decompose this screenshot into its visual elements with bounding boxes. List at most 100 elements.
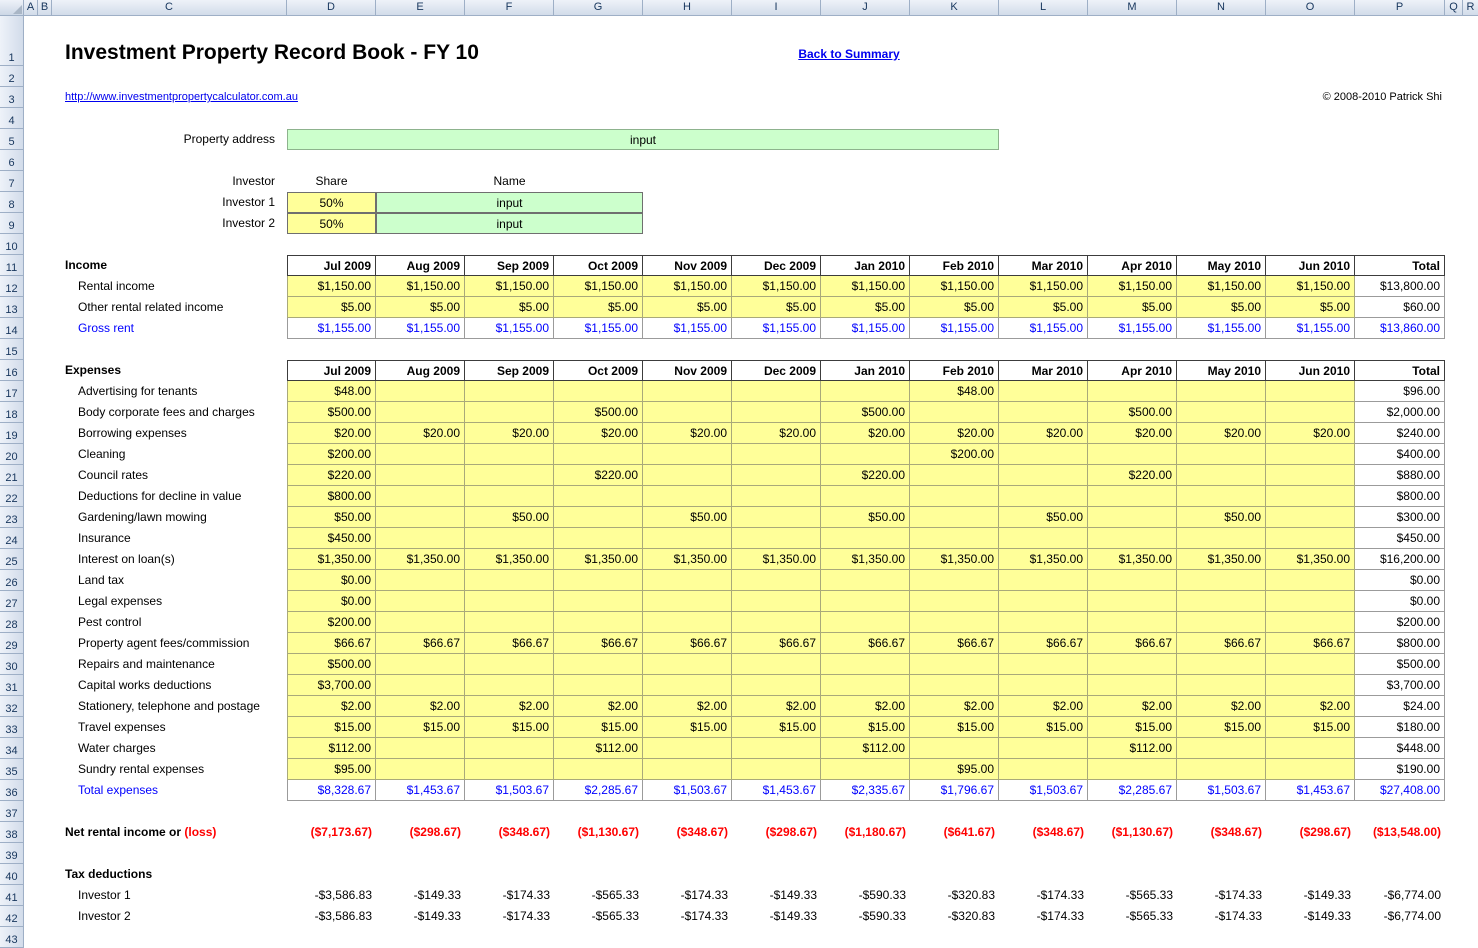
- expenses-cell[interactable]: $66.67: [554, 633, 643, 654]
- expenses-cell[interactable]: $50.00: [643, 507, 732, 528]
- income-cell[interactable]: $5.00: [1177, 297, 1266, 318]
- row-header-8[interactable]: 8: [0, 192, 24, 213]
- expenses-cell[interactable]: [910, 570, 999, 591]
- expenses-cell[interactable]: [643, 612, 732, 633]
- expenses-cell[interactable]: [465, 591, 554, 612]
- expenses-cell[interactable]: [910, 612, 999, 633]
- expenses-cell[interactable]: [1177, 675, 1266, 696]
- expenses-cell[interactable]: [643, 528, 732, 549]
- expenses-cell[interactable]: [643, 759, 732, 780]
- expenses-cell[interactable]: $1,350.00: [1266, 549, 1355, 570]
- expenses-cell[interactable]: [999, 570, 1088, 591]
- row-header-33[interactable]: 33: [0, 717, 24, 738]
- expenses-cell[interactable]: [465, 381, 554, 402]
- row-header-4[interactable]: 4: [0, 108, 24, 129]
- expenses-cell[interactable]: [1088, 381, 1177, 402]
- expenses-cell[interactable]: [1088, 612, 1177, 633]
- row-header-38[interactable]: 38: [0, 822, 24, 843]
- income-cell[interactable]: $1,155.00: [554, 318, 643, 339]
- expenses-total-cell[interactable]: $27,408.00: [1355, 780, 1445, 801]
- expenses-cell[interactable]: [376, 675, 465, 696]
- expenses-total-cell[interactable]: $800.00: [1355, 486, 1445, 507]
- expenses-cell[interactable]: $2.00: [465, 696, 554, 717]
- expenses-cell[interactable]: [999, 465, 1088, 486]
- expenses-cell[interactable]: [1088, 675, 1177, 696]
- net-value-cell[interactable]: ($7,173.67): [310, 825, 372, 839]
- row-header-14[interactable]: 14: [0, 318, 24, 339]
- row-header-12[interactable]: 12: [0, 276, 24, 297]
- expenses-cell[interactable]: [643, 570, 732, 591]
- expenses-cell[interactable]: [643, 654, 732, 675]
- expenses-cell[interactable]: [554, 381, 643, 402]
- expenses-cell[interactable]: [732, 444, 821, 465]
- expenses-cell[interactable]: [376, 486, 465, 507]
- income-cell[interactable]: $1,155.00: [910, 318, 999, 339]
- income-cell[interactable]: $1,155.00: [999, 318, 1088, 339]
- income-cell[interactable]: $1,150.00: [1266, 276, 1355, 297]
- expenses-cell[interactable]: [1088, 570, 1177, 591]
- tax-cell[interactable]: -$565.33: [591, 888, 639, 902]
- row-header-28[interactable]: 28: [0, 612, 24, 633]
- expenses-total-cell[interactable]: $2,000.00: [1355, 402, 1445, 423]
- row-header-1[interactable]: 1: [0, 16, 24, 66]
- tax-cell[interactable]: -$174.33: [680, 909, 728, 923]
- expenses-cell[interactable]: [1088, 759, 1177, 780]
- expenses-cell[interactable]: $1,350.00: [554, 549, 643, 570]
- income-cell[interactable]: $1,155.00: [1177, 318, 1266, 339]
- expenses-cell[interactable]: [821, 759, 910, 780]
- income-cell[interactable]: $5.00: [465, 297, 554, 318]
- tax-cell[interactable]: -$149.33: [413, 909, 461, 923]
- expenses-cell[interactable]: [465, 444, 554, 465]
- expenses-cell[interactable]: $220.00: [554, 465, 643, 486]
- tax-cell[interactable]: -$565.33: [591, 909, 639, 923]
- expenses-cell[interactable]: [1266, 738, 1355, 759]
- investor2-share-input[interactable]: 50%: [287, 213, 376, 234]
- expenses-total-cell[interactable]: $200.00: [1355, 612, 1445, 633]
- expenses-cell[interactable]: $112.00: [821, 738, 910, 759]
- expenses-cell[interactable]: [999, 591, 1088, 612]
- column-header-b[interactable]: B: [38, 0, 52, 16]
- investor2-name-input[interactable]: input: [376, 213, 643, 234]
- expenses-total-cell[interactable]: $0.00: [1355, 591, 1445, 612]
- income-cell[interactable]: $1,150.00: [1177, 276, 1266, 297]
- expenses-cell[interactable]: $66.67: [732, 633, 821, 654]
- tax-cell[interactable]: -$149.33: [769, 888, 817, 902]
- income-cell[interactable]: $5.00: [1088, 297, 1177, 318]
- expenses-cell[interactable]: $66.67: [643, 633, 732, 654]
- expenses-cell[interactable]: $500.00: [287, 402, 376, 423]
- row-header-16[interactable]: 16: [0, 360, 24, 381]
- expenses-cell[interactable]: [643, 486, 732, 507]
- expenses-cell[interactable]: [910, 465, 999, 486]
- expenses-cell[interactable]: $1,503.67: [465, 780, 554, 801]
- expenses-cell[interactable]: [732, 402, 821, 423]
- row-header-3[interactable]: 3: [0, 87, 24, 108]
- property-address-input[interactable]: input: [287, 129, 999, 150]
- income-cell[interactable]: $1,150.00: [287, 276, 376, 297]
- row-header-29[interactable]: 29: [0, 633, 24, 654]
- expenses-cell[interactable]: [554, 486, 643, 507]
- expenses-cell[interactable]: [1088, 507, 1177, 528]
- expenses-cell[interactable]: $66.67: [1177, 633, 1266, 654]
- expenses-cell[interactable]: [1266, 654, 1355, 675]
- row-header-6[interactable]: 6: [0, 150, 24, 171]
- expenses-cell[interactable]: $66.67: [821, 633, 910, 654]
- expenses-cell[interactable]: $1,796.67: [910, 780, 999, 801]
- expenses-cell[interactable]: $2,285.67: [1088, 780, 1177, 801]
- column-header-p[interactable]: P: [1355, 0, 1445, 16]
- expenses-cell[interactable]: [554, 507, 643, 528]
- expenses-total-cell[interactable]: $500.00: [1355, 654, 1445, 675]
- tax-cell[interactable]: -$174.33: [680, 888, 728, 902]
- tax-cell[interactable]: -$174.33: [502, 909, 550, 923]
- expenses-cell[interactable]: [1177, 654, 1266, 675]
- tax-cell[interactable]: -$174.33: [502, 888, 550, 902]
- income-cell[interactable]: $5.00: [287, 297, 376, 318]
- expenses-cell[interactable]: $1,350.00: [1177, 549, 1266, 570]
- expenses-cell[interactable]: [999, 759, 1088, 780]
- expenses-cell[interactable]: [1266, 381, 1355, 402]
- expenses-cell[interactable]: [465, 486, 554, 507]
- net-value-cell[interactable]: ($641.67): [943, 825, 995, 839]
- expenses-cell[interactable]: $66.67: [1266, 633, 1355, 654]
- income-cell[interactable]: $1,155.00: [376, 318, 465, 339]
- expenses-cell[interactable]: [465, 612, 554, 633]
- row-header-32[interactable]: 32: [0, 696, 24, 717]
